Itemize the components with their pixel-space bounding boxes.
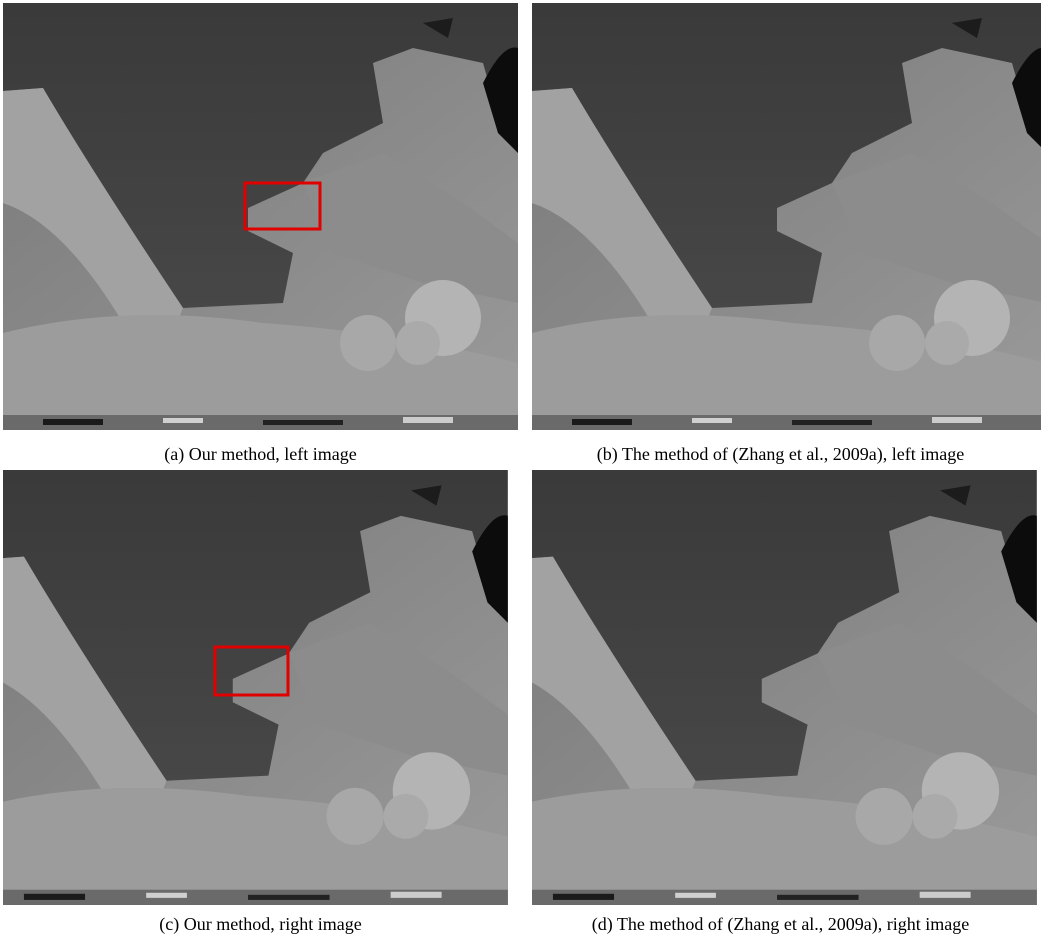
caption: (a) Our method, left image — [3, 444, 518, 465]
depth-map — [532, 470, 1041, 905]
caption: (d) The method of (Zhang et al., 2009a),… — [520, 914, 1041, 935]
depth-map — [3, 470, 518, 905]
caption: (c) Our method, right image — [3, 914, 518, 935]
caption: (b) The method of (Zhang et al., 2009a),… — [520, 444, 1041, 465]
depth-map — [3, 3, 518, 430]
figure: (a) Our method, left image (b) The metho… — [0, 0, 1041, 938]
depth-map — [532, 3, 1041, 430]
